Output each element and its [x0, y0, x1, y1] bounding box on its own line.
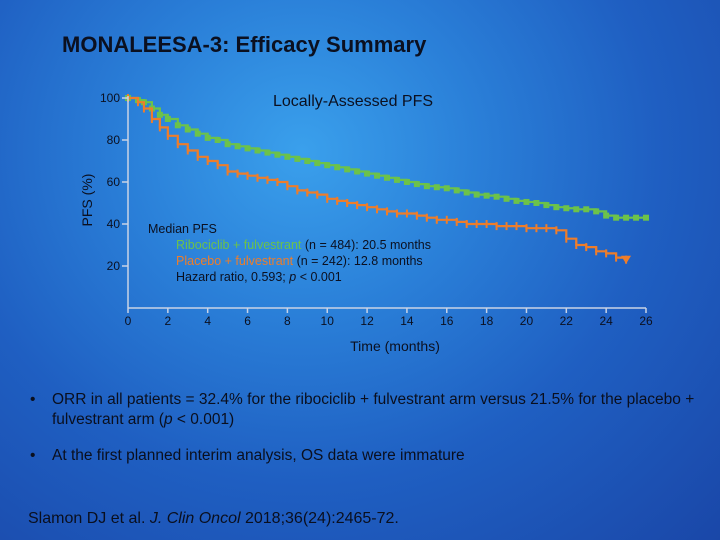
series-point-0-8: [194, 130, 201, 137]
series-point-0-21: [324, 162, 331, 169]
series-point-0-52: [633, 214, 640, 221]
series-point-0-43: [543, 202, 550, 209]
series-point-0-18: [294, 155, 301, 162]
series-point-0-41: [523, 198, 530, 205]
y-axis-label: PFS (%): [79, 174, 95, 227]
series-point-0-51: [623, 214, 630, 221]
series-point-0-39: [503, 195, 510, 202]
series-point-0-27: [384, 174, 390, 181]
series-point-0-5: [164, 116, 171, 122]
y-tick-label-20: 20: [107, 259, 121, 273]
x-tick-label-4: 4: [204, 314, 211, 328]
x-tick-label-12: 12: [360, 314, 374, 328]
annotation-hazard: Hazard ratio, 0.593; p < 0.001: [176, 270, 342, 284]
series-point-0-31: [423, 183, 430, 190]
citation-authors: Slamon DJ et al.: [28, 510, 150, 527]
bullet-os: • At the first planned interim analysis,…: [30, 447, 465, 464]
annotation-ribociclib-rest: (n = 484): 20.5 months: [301, 238, 431, 252]
series-point-0-34: [453, 187, 460, 194]
series-point-0-7: [184, 126, 191, 133]
chart-title: Locally-Assessed PFS: [273, 93, 433, 110]
series-point-0-11: [224, 141, 231, 148]
series-point-0-30: [413, 181, 420, 188]
series-point-0-20: [314, 160, 321, 167]
series-end-1: [621, 255, 632, 264]
x-tick-label-26: 26: [639, 314, 653, 328]
bullet-orr-text-post: < 0.001): [172, 411, 235, 428]
series-point-0-10: [214, 137, 221, 143]
x-tick-label-14: 14: [400, 314, 414, 328]
annotation-hazard-pre: Hazard ratio, 0.593;: [176, 270, 289, 284]
series-point-0-17: [284, 153, 291, 160]
citation-journal: J. Clin Oncol: [149, 510, 241, 527]
annotation-placebo-arm: Placebo + fulvestrant: [176, 254, 294, 268]
x-tick-label-2: 2: [165, 314, 172, 328]
series-point-0-42: [533, 200, 540, 206]
bullet-orr-text-pre: ORR in all patients = 32.4% for the ribo…: [52, 391, 695, 428]
series-point-0-53: [643, 214, 649, 221]
series-point-0-49: [603, 212, 610, 219]
series-point-0-22: [334, 164, 341, 171]
x-tick-label-10: 10: [321, 314, 335, 328]
y-tick-label-80: 80: [107, 133, 121, 147]
y-tick-label-100: 100: [100, 91, 120, 105]
series-point-0-50: [613, 214, 620, 221]
x-tick-label-16: 16: [440, 314, 454, 328]
slide-title: MONALEESA-3: Efficacy Summary: [62, 32, 427, 57]
x-tick-label-22: 22: [560, 314, 574, 328]
series-point-0-19: [304, 158, 311, 164]
x-tick-label-20: 20: [520, 314, 534, 328]
annotation-ribociclib: Ribociclib + fulvestrant (n = 484): 20.5…: [176, 238, 431, 252]
y-tick-label-40: 40: [107, 217, 121, 231]
series-point-0-47: [583, 206, 590, 213]
citation-details: 2018;36(24):2465-72.: [240, 510, 399, 527]
series-point-0-37: [483, 192, 490, 199]
series-point-0-26: [374, 172, 381, 179]
x-tick-label-24: 24: [599, 314, 613, 328]
series-point-0-38: [493, 193, 500, 200]
series-point-0-40: [513, 197, 520, 204]
annotation-ribociclib-arm: Ribociclib + fulvestrant: [176, 238, 302, 252]
x-axis-label: Time (months): [350, 338, 440, 354]
bullet-os-text: At the first planned interim analysis, O…: [52, 447, 465, 464]
series-point-0-45: [563, 205, 570, 212]
series-point-0-24: [354, 168, 361, 175]
bullet-list: • ORR in all patients = 32.4% for the ri…: [30, 390, 700, 482]
series-point-0-35: [463, 189, 470, 196]
annotation-hazard-post: < 0.001: [296, 270, 342, 284]
citation: Slamon DJ et al. J. Clin Oncol 2018;36(2…: [28, 510, 399, 528]
series-point-0-9: [204, 134, 211, 141]
series-point-0-14: [254, 147, 261, 154]
x-tick-label-0: 0: [125, 314, 132, 328]
series-point-0-16: [274, 151, 281, 158]
series-point-0-6: [174, 122, 181, 129]
series-point-0-12: [234, 143, 241, 150]
bullet-orr-p-italic: p: [163, 411, 173, 428]
x-tick-label-8: 8: [284, 314, 291, 328]
annotation-hazard-p: p: [288, 270, 296, 284]
x-tick-label-6: 6: [244, 314, 251, 328]
series-point-0-36: [473, 191, 480, 198]
annotation-placebo-rest: (n = 242): 12.8 months: [293, 254, 423, 268]
annotation-header: Median PFS: [148, 222, 217, 236]
series-point-0-48: [593, 208, 600, 215]
series-point-0-15: [264, 149, 271, 156]
series-point-0-44: [553, 204, 560, 211]
series-point-0-33: [443, 185, 450, 192]
y-tick-label-60: 60: [107, 175, 121, 189]
series-point-0-23: [344, 166, 351, 173]
series-point-0-13: [244, 145, 251, 152]
series-point-0-4: [156, 111, 163, 118]
series-point-0-46: [573, 206, 580, 213]
series-point-0-29: [403, 179, 410, 185]
bullet-orr: • ORR in all patients = 32.4% for the ri…: [30, 391, 695, 428]
x-tick-label-18: 18: [480, 314, 494, 328]
annotation-placebo: Placebo + fulvestrant (n = 242): 12.8 mo…: [176, 254, 423, 268]
series-point-0-32: [433, 184, 440, 191]
series-point-0-25: [364, 170, 371, 177]
series-point-0-28: [393, 176, 400, 183]
